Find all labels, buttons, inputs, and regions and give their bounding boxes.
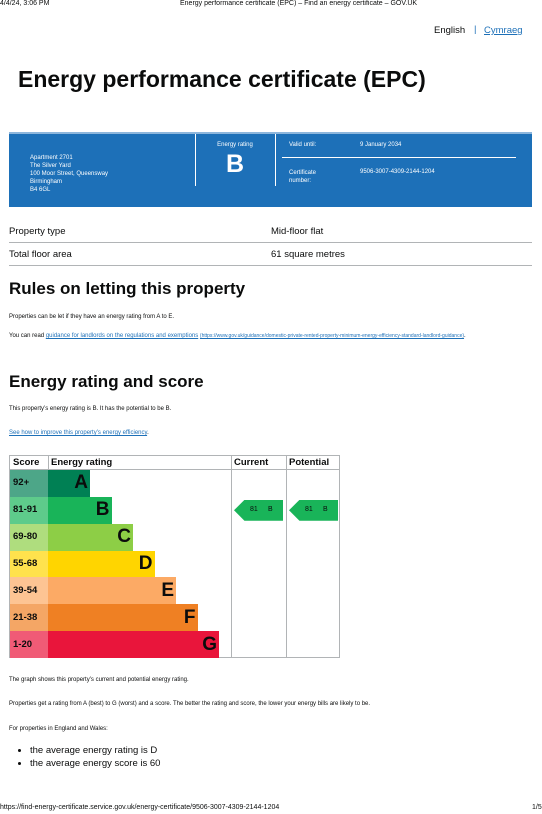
note: For properties in England and Wales: <box>9 726 108 732</box>
band-bar <box>48 496 112 524</box>
score: 92+ <box>13 477 30 489</box>
rules-heading: Rules on letting this property <box>9 279 246 298</box>
column-line <box>286 456 287 657</box>
property-value: 61 square metres <box>271 249 345 260</box>
score-cell <box>10 470 48 497</box>
score: 81-91 <box>13 504 38 516</box>
address-line: B4 6GL <box>30 187 51 193</box>
column-line <box>231 456 232 657</box>
score: 69-80 <box>13 531 38 543</box>
epc-header: Current <box>234 457 269 468</box>
address-line: Birmingham <box>30 179 63 185</box>
epc-header: Score <box>13 457 40 468</box>
score-cell <box>10 604 48 632</box>
band-letter: D <box>138 553 153 574</box>
address-line: Apartment 2701 <box>30 155 73 161</box>
summary-box: Apartment 2701 The Silver Yard 100 Moor St… <box>9 132 532 207</box>
band-letter: A <box>74 472 88 494</box>
current-arrow: 81 B <box>234 499 283 521</box>
guidance-link[interactable]: guidance for landlords on the regulation… <box>45 333 199 339</box>
current-value: 81 <box>250 505 258 513</box>
rules-text: Properties can be let if they have an en… <box>9 314 175 320</box>
guidance-url[interactable]: (https://www.gov.uk/guidance/domestic-pr… <box>199 333 465 339</box>
property-label: Property type <box>9 226 66 237</box>
footer-page: 1/5 <box>532 804 542 811</box>
rating-text: This property’s energy rating is B. It h… <box>9 406 172 412</box>
score-cell <box>10 577 48 605</box>
score-cell <box>10 631 48 658</box>
current-letter: B <box>268 505 273 513</box>
separator: | <box>474 24 477 35</box>
rating: B <box>225 150 245 178</box>
band-letter: E <box>161 579 174 601</box>
address-line: 100 Moor Street, Queensway <box>30 171 109 177</box>
improve: See how to improve this property’s energ… <box>9 430 149 436</box>
score: 21-38 <box>13 611 38 623</box>
property-value: Mid-floor flat <box>271 226 324 237</box>
band-letter: G <box>202 633 217 655</box>
score-cell <box>10 523 48 551</box>
band-bar <box>48 577 176 605</box>
row-line <box>9 265 532 266</box>
language-cymraeg[interactable]: Cymraeg <box>484 25 523 36</box>
valid-until: 9 January 2034 <box>360 142 402 148</box>
band-letter: B <box>95 499 110 521</box>
certificate-label: Certificate number: <box>289 170 317 184</box>
band-bar <box>48 604 198 632</box>
score-cell <box>10 550 48 578</box>
potential-letter: B <box>323 505 328 513</box>
property-label: Total floor area <box>9 249 72 260</box>
print-date: 4/4/24, 3:06 PM <box>0 0 50 7</box>
address: Apartment 2701 The Silver Yard 100 Moor St… <box>30 154 108 194</box>
band-bar <box>48 470 90 497</box>
epc-graph: Score Energy rating Current Potential 92+ A 81… <box>9 455 340 658</box>
divider <box>282 157 516 158</box>
band-bar <box>48 631 219 658</box>
rating-heading: Energy rating and score <box>9 372 204 391</box>
valid-label: Valid until: <box>289 142 317 148</box>
band-letter: F <box>183 606 196 628</box>
band-letter: C <box>117 526 131 548</box>
footer-url: https://find-energy-certificate.service.… <box>0 804 280 811</box>
print-title: Energy performance certificate (EPC) – F… <box>180 0 418 7</box>
address-line: The Silver Yard <box>30 163 71 169</box>
epc-header: Energy rating <box>51 457 113 468</box>
potential-arrow: 81 B <box>289 499 338 521</box>
certificate-number: 9506-3007-4309-2144-1204 <box>360 169 435 175</box>
band-bar <box>48 523 133 551</box>
potential-value: 81 <box>305 505 313 513</box>
text: . <box>464 333 466 339</box>
rating-label: Energy rating <box>217 142 253 148</box>
score-cell <box>10 496 48 524</box>
score: 1-20 <box>13 638 33 650</box>
band-bar <box>48 550 155 578</box>
row-line <box>9 242 532 243</box>
note: Properties get a rating from A (best) to… <box>9 701 371 707</box>
guidance: You can read guidance for landlords on t… <box>9 332 529 340</box>
score: 39-54 <box>13 584 38 596</box>
average-item: the average energy rating is D <box>30 744 160 757</box>
page-title: Energy performance certificate (EPC) <box>18 66 426 92</box>
score: 55-68 <box>13 558 38 569</box>
note: The graph shows this property’s current … <box>9 677 189 683</box>
improve-link[interactable]: See how to improve this property’s energ… <box>9 430 148 436</box>
average-item: the average energy score is 60 <box>30 757 160 770</box>
text: You can read <box>9 333 46 339</box>
divider <box>195 134 196 186</box>
divider <box>275 134 276 186</box>
averages: the average energy rating is Dthe averag… <box>0 744 160 770</box>
language-english: English <box>434 25 466 36</box>
header-line <box>10 469 339 470</box>
text: . <box>147 430 149 436</box>
epc-header: Potential <box>289 457 330 468</box>
